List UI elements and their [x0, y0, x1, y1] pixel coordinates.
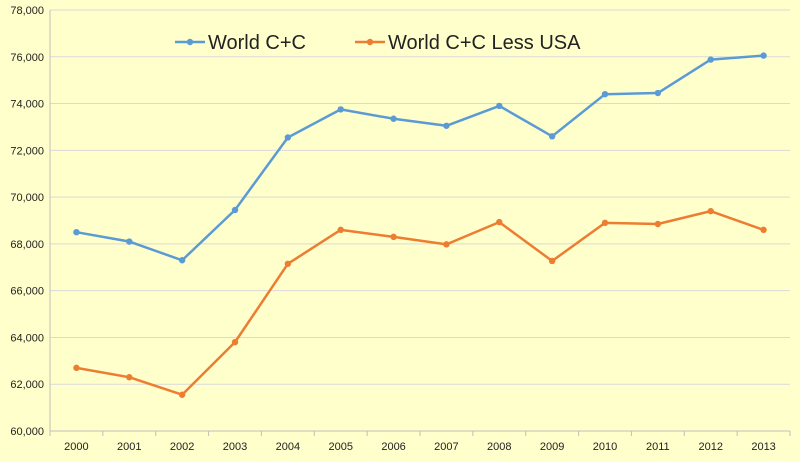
y-tick-label: 78,000	[10, 5, 44, 17]
legend-label: World C+C Less USA	[388, 32, 581, 54]
x-tick-label: 2003	[223, 441, 247, 453]
data-point	[760, 52, 767, 59]
y-tick-label: 70,000	[10, 192, 44, 204]
data-point	[126, 238, 133, 245]
x-tick-label: 2008	[487, 441, 511, 453]
data-point	[548, 133, 556, 140]
x-tick-label: 2006	[381, 441, 405, 453]
x-tick-label: 2000	[64, 441, 88, 453]
y-tick-label: 68,000	[10, 239, 44, 251]
data-point	[601, 91, 609, 98]
data-point	[73, 364, 80, 372]
series-lines	[73, 52, 767, 398]
x-tick-label: 2012	[698, 441, 722, 453]
legend-marker	[186, 38, 194, 46]
data-point	[337, 106, 344, 113]
y-tick-label: 74,000	[10, 99, 44, 111]
y-tick-label: 76,000	[10, 52, 44, 64]
data-point	[178, 391, 186, 398]
data-point	[126, 374, 133, 381]
data-point	[443, 241, 450, 248]
gridlines	[50, 9, 790, 385]
series-line-2	[76, 209, 764, 396]
x-tick-label: 2007	[434, 441, 458, 453]
data-point	[284, 260, 292, 267]
data-point	[654, 89, 662, 97]
data-point	[707, 56, 714, 63]
data-point	[178, 257, 186, 264]
x-tick-label: 2004	[276, 441, 300, 453]
y-tick-label: 62,000	[10, 379, 44, 391]
data-point	[337, 226, 344, 234]
legend-marker	[366, 38, 374, 46]
data-point	[73, 228, 80, 236]
x-tick-label: 2013	[751, 441, 775, 453]
data-point	[231, 338, 239, 346]
x-tick-label: 2001	[117, 441, 141, 453]
data-point	[654, 220, 662, 228]
legend-item: World C+C Less USA	[355, 32, 581, 54]
data-point	[548, 257, 556, 265]
legend-label: World C+C	[208, 32, 306, 54]
x-tick-label: 2005	[328, 441, 352, 453]
data-point	[390, 115, 397, 122]
series-line-1	[76, 54, 764, 262]
data-point	[284, 134, 292, 141]
legend-item: World C+C	[175, 32, 306, 54]
data-point	[443, 122, 450, 129]
x-tick-label: 2009	[540, 441, 564, 453]
data-point	[760, 226, 767, 234]
y-tick-label: 66,000	[10, 286, 44, 298]
data-point	[496, 218, 503, 226]
y-tick-label: 60,000	[10, 426, 44, 438]
x-tick-label: 2002	[170, 441, 194, 453]
x-tick-label: 2011	[646, 441, 670, 453]
y-tick-label: 72,000	[10, 145, 44, 157]
x-tick-label: 2010	[593, 441, 617, 453]
data-point	[390, 233, 397, 241]
legend: World C+C World C+C Less USA	[175, 32, 581, 54]
data-point	[496, 102, 503, 110]
data-point	[601, 219, 609, 227]
data-point	[707, 207, 714, 215]
axes: 60,000 62,000 64,000 66,000 68,000 70,000 72,0…	[10, 5, 791, 453]
y-tick-label: 64,000	[10, 332, 44, 344]
data-point	[231, 206, 239, 214]
